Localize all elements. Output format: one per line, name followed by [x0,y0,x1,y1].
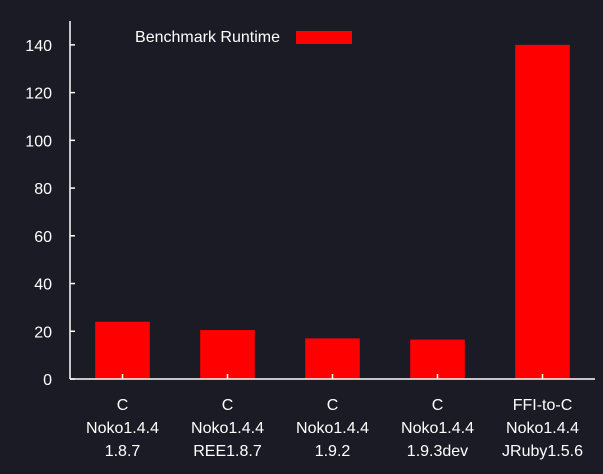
x-category-label: C [432,397,444,414]
bar [410,339,465,379]
y-tick-label: 40 [34,277,52,294]
x-category-label: REE1.8.7 [193,443,262,460]
legend: Benchmark Runtime [135,29,352,46]
bar [200,330,255,379]
x-axis-labels: C Noko1.4.4 1.8.7 C Noko1.4.4 REE1.8.7 C Noko1.… [86,374,583,460]
x-category-label: JRuby1.5.6 [502,443,583,460]
legend-label: Benchmark Runtime [135,29,280,46]
y-tick-label: 60 [34,229,52,246]
x-category-label: Noko1.4.4 [296,420,369,437]
y-tick-label: 100 [25,133,52,150]
y-tick-label: 80 [34,181,52,198]
x-category-label: Noko1.4.4 [191,420,264,437]
bars [95,44,570,379]
axis-lines [69,21,595,380]
x-category-label: C [327,397,339,414]
y-tick-label: 120 [25,86,52,103]
x-category-label: Noko1.4.4 [506,420,579,437]
y-tick-label: 20 [34,324,52,341]
x-category-label: FFI-to-C [513,397,573,414]
bar [95,321,150,379]
x-category-label: C [222,397,234,414]
x-category-label: 1.9.3dev [407,443,468,460]
x-category-label: Noko1.4.4 [86,420,159,437]
bar [305,338,360,379]
x-category-label: 1.8.7 [105,443,141,460]
x-category-label: C [117,397,129,414]
x-category-label: Noko1.4.4 [401,420,474,437]
y-tick-label: 0 [43,372,52,389]
bar [515,44,570,379]
legend-swatch [296,31,352,44]
y-tick-label: 140 [25,38,52,55]
y-axis: 0 20 40 60 80 100 120 140 [25,38,75,389]
x-category-label: 1.9.2 [315,443,351,460]
